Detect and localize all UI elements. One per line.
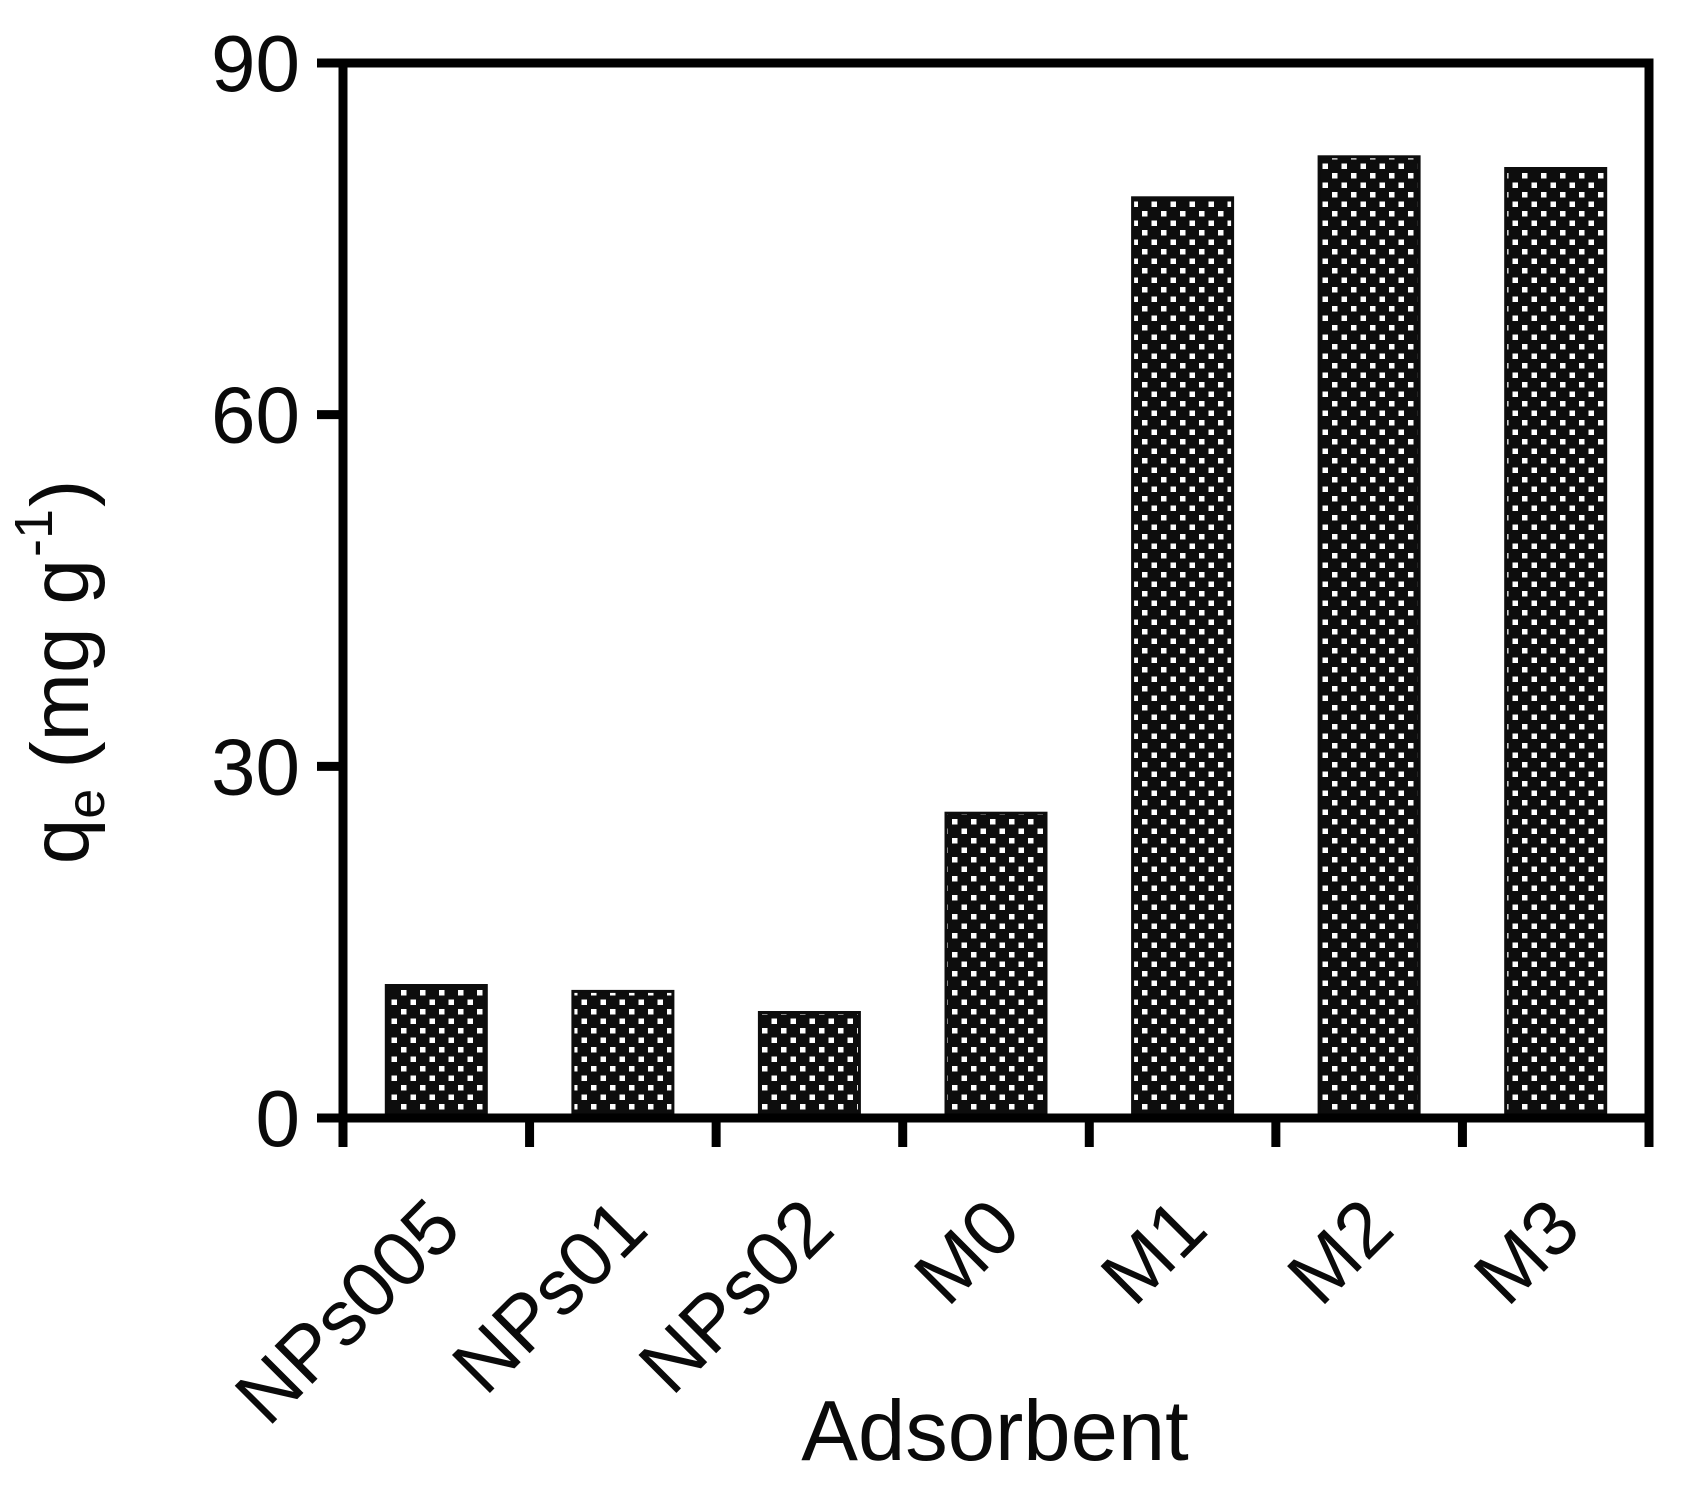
bar-NPs02	[757, 1011, 861, 1120]
y-tick-label: 0	[256, 1074, 301, 1163]
x-tick-label-NPs005: NPs005	[218, 1182, 476, 1440]
x-tick-label-NPs01: NPs01	[435, 1182, 663, 1410]
bars-group	[384, 155, 1608, 1120]
y-tick-label: 60	[211, 371, 300, 460]
y-axis-superscript: -1	[4, 509, 64, 557]
x-tick-label-M0: M0	[897, 1182, 1036, 1321]
bar-NPs01	[571, 989, 675, 1120]
x-tick-label-M1: M1	[1084, 1182, 1223, 1321]
bar-NPs005	[384, 984, 488, 1120]
x-tick-label-M2: M2	[1270, 1182, 1409, 1321]
y-axis-unit-prefix: (mg g	[15, 559, 106, 769]
bar-M1	[1131, 196, 1235, 1120]
bar-M2	[1317, 155, 1421, 1120]
x-axis-title: Adsorbent	[801, 1384, 1188, 1479]
x-tick-label-NPs02: NPs02	[622, 1182, 850, 1410]
bar-M3	[1504, 167, 1608, 1120]
y-axis-subscript: e	[56, 789, 116, 819]
bar-M0	[944, 811, 1048, 1120]
y-tick-label: 90	[211, 19, 300, 108]
x-tick-label-M3: M3	[1457, 1182, 1596, 1321]
y-axis-symbol: q	[15, 819, 106, 865]
y-tick-label: 30	[211, 722, 300, 811]
y-axis-unit-suffix: )	[15, 480, 106, 507]
plot-box-spines	[338, 58, 1654, 1123]
y-axis-title: qe (mg g-1)	[4, 480, 116, 865]
